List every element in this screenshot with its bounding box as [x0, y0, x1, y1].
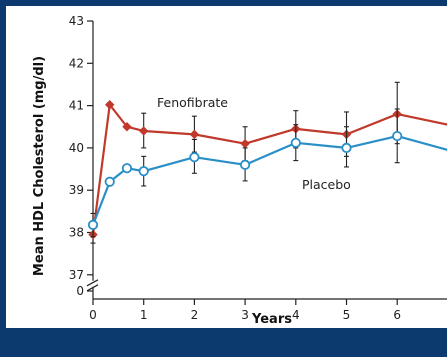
x-tick-label-0: 0 [89, 308, 97, 322]
point-fenofibrate-5 [240, 138, 250, 149]
point-placebo-1 [104, 176, 115, 187]
series-fenofibrate [88, 81, 447, 244]
axis-break-mark-1 [86, 279, 99, 287]
point-fenofibrate-3 [138, 126, 149, 136]
y-tick-label-40: 40 [69, 141, 84, 155]
y-tick-label-37: 37 [69, 268, 84, 282]
series-group [87, 81, 447, 244]
series-placebo [87, 108, 447, 238]
axes: Mean HDL Cholesterol (mg/dl) Years [32, 21, 447, 327]
y-tick-label-38: 38 [69, 226, 84, 240]
hdl-line-chart: Mean HDL Cholesterol (mg/dl) Years 37383… [32, 14, 447, 327]
point-fenofibrate-1 [105, 100, 115, 110]
point-placebo-4 [189, 152, 200, 163]
point-placebo-7 [341, 142, 352, 153]
series-label-placebo: Placebo [302, 177, 351, 192]
series-line-fenofibrate [91, 103, 447, 235]
y-axis-title: Mean HDL Cholesterol (mg/dl) [32, 56, 47, 276]
x-tick-label-6: 6 [393, 308, 401, 322]
y-tick-label-41: 41 [69, 99, 84, 113]
y-tick-label-43: 43 [69, 14, 84, 28]
x-tick-label-2: 2 [191, 308, 199, 322]
series-line-placebo [91, 134, 447, 226]
point-placebo-8 [392, 130, 403, 142]
point-placebo-0 [87, 219, 99, 230]
x-tick-label-1: 1 [140, 308, 148, 322]
x-axis-title: Years [251, 312, 292, 327]
y-tick-label-zero: 0 [76, 284, 84, 298]
point-placebo-3 [138, 166, 149, 177]
x-tick-label-4: 4 [292, 308, 300, 322]
axis-break-mark-2 [86, 284, 99, 292]
ticks: 37 38 39 40 41 42 43 00 1 2 3 4 5 6 [69, 14, 401, 322]
point-placebo-2 [121, 163, 133, 174]
y-tick-label-39: 39 [69, 183, 84, 197]
chart-frame: Mean HDL Cholesterol (mg/dl) Years 37 38 3… [6, 6, 447, 328]
point-fenofibrate-2 [122, 122, 132, 132]
point-fenofibrate-4 [189, 129, 200, 140]
point-placebo-6 [290, 137, 301, 148]
series-label-fenofibrate: Fenofibrate [157, 95, 228, 110]
y-tick-label-42: 42 [69, 56, 84, 70]
point-placebo-5 [240, 159, 251, 170]
x-tick-label-5: 5 [343, 308, 351, 322]
x-tick-label-3: 3 [241, 308, 249, 322]
series-labels: Fenofibrate Placebo [157, 95, 351, 192]
